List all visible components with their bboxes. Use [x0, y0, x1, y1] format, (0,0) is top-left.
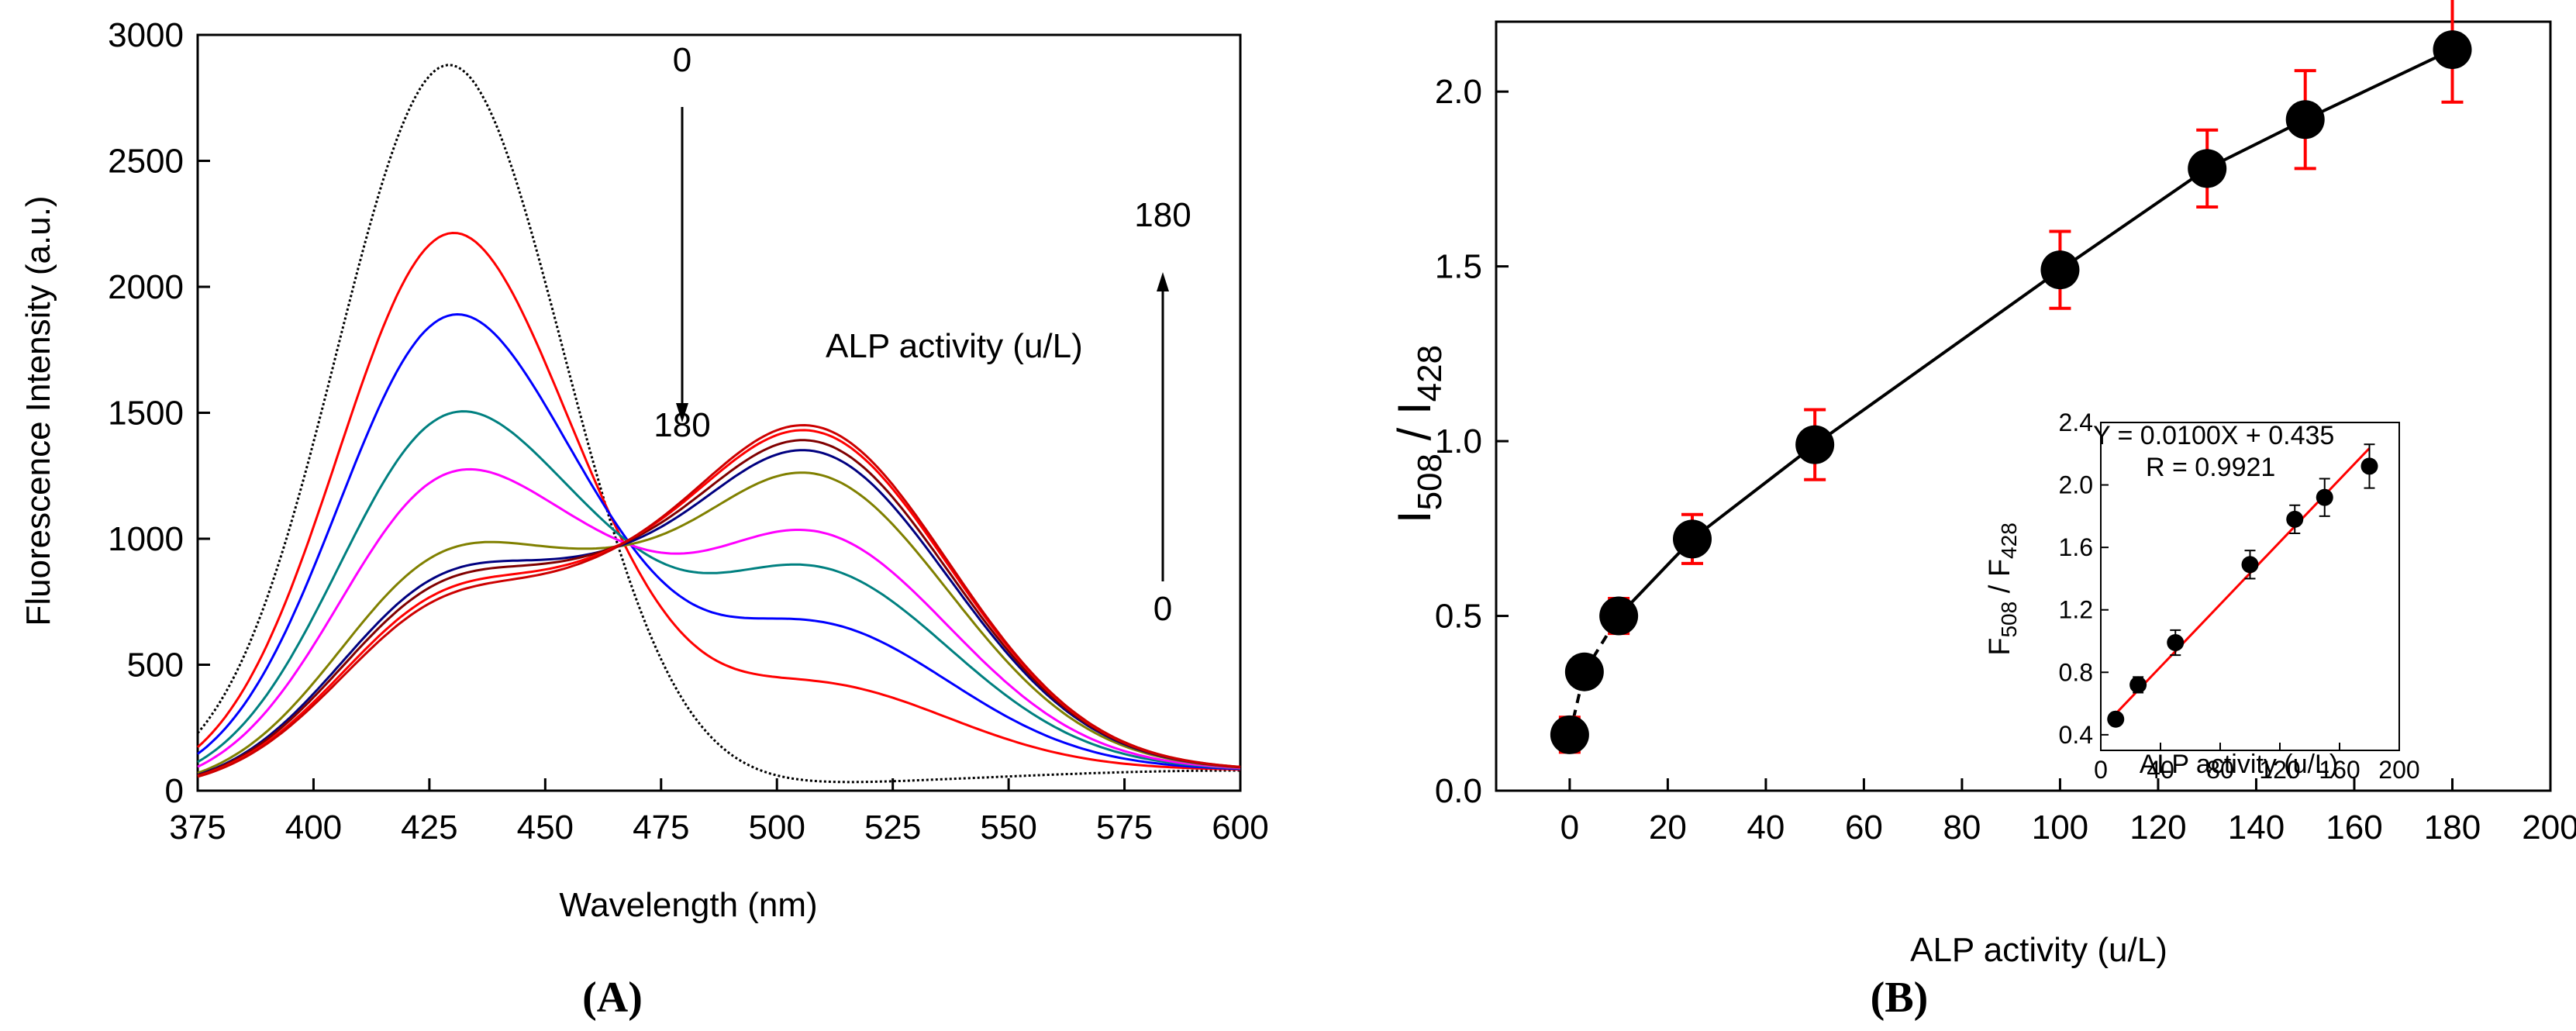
data-point: [1673, 519, 1712, 559]
inset-x-tick-label: 80: [2206, 756, 2234, 784]
data-point: [2188, 149, 2227, 188]
data-point: [2285, 100, 2325, 140]
y-tick-label: 0: [165, 772, 184, 810]
panel-b-ylabel: I508 / I428: [1388, 345, 1449, 523]
y-tick-label: 2500: [108, 143, 184, 181]
x-tick-label: 20: [1649, 809, 1687, 847]
x-tick-label: 525: [864, 809, 921, 847]
inset-y-tick-label: 1.2: [2059, 596, 2093, 624]
inset-x-tick-label: 160: [2319, 756, 2360, 784]
panel-b-xlabel: ALP activity (u/L): [1910, 931, 2167, 969]
x-tick-label: 120: [2129, 809, 2186, 847]
panel-b-frame: [1495, 20, 2552, 792]
panel-a-plot: 375 400 425 450 475 500 525 550 575 600 0 500 1000 15…: [108, 16, 1269, 847]
trend-line-dashed: [1567, 615, 1620, 736]
legend-title: ALP activity (u/L): [826, 327, 1083, 365]
inset-y-tick-label: 2.0: [2059, 471, 2093, 499]
y-tick-label: 1500: [108, 395, 184, 433]
x-tick-label: 160: [2326, 809, 2382, 847]
inset-data-point: [2241, 556, 2259, 574]
inset-plot: 0 40 80 120 160 200 0.4 0.8 1.2 1.6 2.0 2.4: [2059, 409, 2420, 784]
x-tick-label: 200: [2522, 809, 2576, 847]
x-tick-label: 600: [1212, 809, 1268, 847]
spectrum-line-180: [197, 423, 1241, 778]
inset-data-point: [2316, 488, 2333, 506]
panel-a-ylabel: Fluorescence Intensity (a.u.): [19, 195, 57, 626]
inset-ylabel: F508 / F428: [1984, 522, 2021, 656]
inset-data-point: [2360, 457, 2378, 475]
panel-b-plot: 0 20 40 60 80 100 120 140 160 180 2000.00.51.01.52…: [1435, 0, 2576, 847]
x-tick-label: 575: [1096, 809, 1153, 847]
panel-b-label: (B): [1871, 974, 1929, 1022]
x-tick-label: 550: [980, 809, 1036, 847]
inset-x-tick-label: 0: [2094, 756, 2108, 784]
inset-data-point: [2167, 634, 2185, 652]
panel-a-label: (A): [582, 974, 643, 1022]
inset-y-tick-label: 1.6: [2059, 533, 2093, 561]
inset-xlabel: ALP activity (u/L): [2140, 750, 2338, 779]
annotation-top-start: 0: [673, 41, 691, 79]
x-tick-label: 40: [1747, 809, 1785, 847]
panel-a-frame: [196, 33, 1242, 792]
inset-x-tick-label: 120: [2259, 756, 2300, 784]
spectrum-line-100: [197, 471, 1241, 774]
x-tick-label: 425: [401, 809, 457, 847]
x-tick-label: 450: [517, 809, 574, 847]
x-tick-label: 500: [749, 809, 805, 847]
y-tick-label: 2.0: [1435, 73, 1482, 111]
annotation-right-start: 0: [1154, 590, 1172, 628]
x-tick-label: 80: [1943, 809, 1981, 847]
inset-equation: Y = 0.0100X + 0.435: [2093, 421, 2334, 450]
inset-data-point: [2286, 510, 2304, 528]
y-tick-label: 3000: [108, 16, 184, 54]
inset-y-tick-label: 0.8: [2059, 658, 2093, 686]
x-tick-label: 140: [2228, 809, 2285, 847]
inset-r-value: R = 0.9921: [2146, 453, 2275, 482]
spectrum-line-10: [197, 312, 1241, 771]
inset-x-tick-label: 200: [2378, 756, 2419, 784]
arrow-down-head: [676, 403, 688, 422]
y-tick-label: 1000: [108, 520, 184, 558]
y-tick-label: 500: [127, 647, 184, 684]
x-tick-label: 400: [285, 809, 342, 847]
data-point: [1550, 715, 1589, 754]
y-tick-label: 0.5: [1435, 598, 1482, 636]
spectrum-line-3: [196, 231, 1241, 771]
inset-data-point: [2129, 676, 2147, 694]
y-tick-label: 1.0: [1435, 422, 1482, 460]
y-tick-label: 1.5: [1435, 248, 1482, 286]
inset-frame: [2100, 422, 2400, 751]
x-tick-label: 0: [1560, 809, 1579, 847]
x-tick-label: 100: [2032, 809, 2088, 847]
inset-data-point: [2107, 710, 2125, 728]
spectrum-line-50: [197, 467, 1241, 770]
data-point: [2040, 250, 2080, 290]
spectrum-line-150: [197, 439, 1241, 777]
annotation-top-end: 180: [653, 406, 710, 444]
x-tick-label: 60: [1845, 809, 1883, 847]
arrow-up-head: [1157, 272, 1169, 291]
y-tick-label: 0.0: [1435, 772, 1482, 810]
x-tick-label: 475: [633, 809, 689, 847]
spectrum-line-25: [197, 410, 1241, 770]
y-tick-label: 2000: [108, 268, 184, 306]
x-tick-label: 180: [2424, 809, 2481, 847]
annotation-right-end: 180: [1134, 196, 1191, 234]
data-point: [2433, 30, 2472, 70]
spectrum-line-130: [197, 449, 1241, 776]
spectrum-line-0: [196, 64, 1240, 784]
panel-a-xlabel: Wavelength (nm): [559, 886, 817, 924]
data-point: [1795, 425, 1835, 464]
inset-y-tick-label: 0.4: [2059, 721, 2093, 749]
inset-x-tick-label: 40: [2147, 756, 2174, 784]
data-point: [1599, 596, 1639, 636]
data-point: [1564, 652, 1604, 691]
inset-y-tick-label: 2.4: [2059, 409, 2093, 436]
x-tick-label: 375: [169, 809, 226, 847]
